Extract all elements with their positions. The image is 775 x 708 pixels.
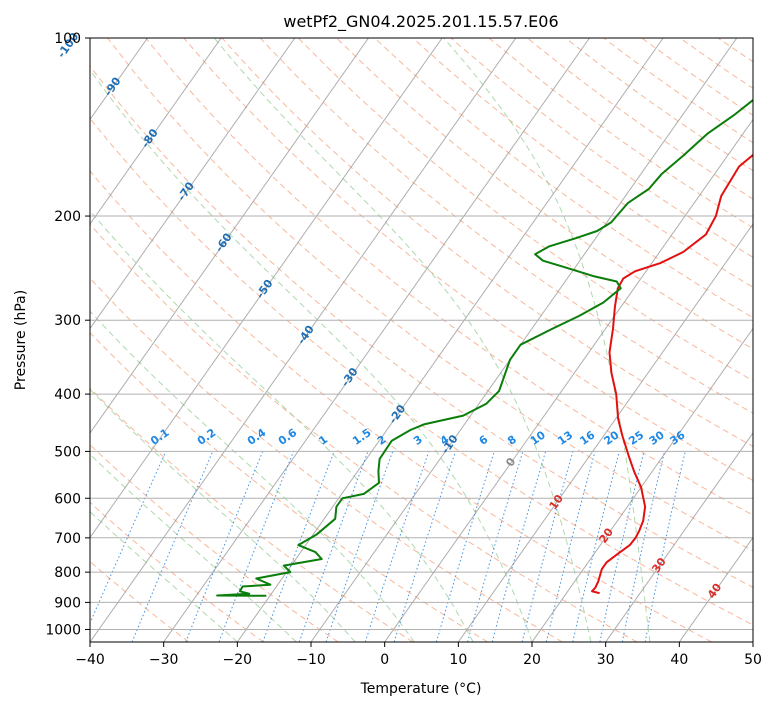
x-tick-label: 0 <box>380 652 389 668</box>
mixing-ratio-label: 25 <box>626 428 646 447</box>
isotherm-label: 10 <box>547 492 567 512</box>
isotherm-line <box>753 38 775 642</box>
isotherm-line <box>164 38 590 642</box>
isotherm-line <box>16 38 442 642</box>
mixing-ratio-line <box>132 451 213 642</box>
dry-adiabat-line <box>0 38 338 642</box>
x-axis-label: Temperature (°C) <box>360 681 482 697</box>
y-axis-label: Pressure (hPa) <box>13 290 29 390</box>
y-tick-label: 1000 <box>45 622 81 638</box>
y-tick-label: 200 <box>54 209 81 225</box>
mixing-ratio-label: 1.5 <box>350 426 373 448</box>
dry-adiabat-line <box>0 38 413 642</box>
mixing-ratio-line <box>573 451 620 642</box>
x-tick-label: 20 <box>523 652 541 668</box>
mixing-ratio-line <box>219 451 294 642</box>
chart-title: wetPf2_GN04.2025.201.15.57.E06 <box>283 12 558 32</box>
x-tick-label: 40 <box>670 652 688 668</box>
background-lines <box>0 38 775 642</box>
mixing-ratio-label: 20 <box>602 428 622 448</box>
mixing-ratio-label: 6 <box>477 433 491 448</box>
mixing-ratio-label: 0.1 <box>148 426 171 448</box>
mixing-ratio-line <box>326 451 393 642</box>
isotherm-label: -30 <box>339 365 361 389</box>
dry-adiabat-line <box>146 38 775 642</box>
y-tick-label: 500 <box>54 444 81 460</box>
y-tick-label: 900 <box>54 595 81 611</box>
mixing-ratio-line <box>546 451 595 642</box>
profile-lines <box>217 38 775 596</box>
mixing-ratio-label: 0.4 <box>245 426 269 448</box>
mixing-ratio-label: 1 <box>316 433 330 448</box>
mixing-ratio-label: 10 <box>528 428 548 448</box>
dry-adiabat-line <box>0 38 637 642</box>
isotherm-line <box>0 38 74 642</box>
y-tick-label: 300 <box>54 313 81 329</box>
isotherm-line <box>458 38 775 642</box>
dry-adiabat-line <box>756 38 775 642</box>
mixing-ratio-line <box>645 451 685 642</box>
dry-adiabat-line <box>642 38 775 642</box>
x-tick-label: −20 <box>223 652 253 668</box>
mixing-ratio-label: 2 <box>375 433 389 448</box>
mixing-ratio-line <box>186 451 263 642</box>
mixing-ratio-label: 16 <box>577 428 597 448</box>
x-tick-label: −30 <box>149 652 179 668</box>
x-tick-label: −10 <box>296 652 326 668</box>
dry-adiabat-line <box>451 38 775 642</box>
dry-adiabat-line <box>0 38 263 642</box>
mixing-ratio-label: 13 <box>555 428 575 447</box>
isotherm-line <box>385 38 775 642</box>
isotherm-line <box>311 38 737 642</box>
moist-adiabat-line <box>0 38 237 642</box>
isotherm-label: -90 <box>102 75 124 99</box>
mixing-ratio-label: 0.2 <box>195 426 218 448</box>
moist-adiabat-line <box>214 38 591 642</box>
y-tick-label: 600 <box>54 491 81 507</box>
mixing-ratio-line <box>436 451 494 642</box>
dry-adiabat-line <box>680 38 775 642</box>
moist-adiabat-line <box>0 38 473 642</box>
y-tick-label: 400 <box>54 387 81 403</box>
dry-adiabat-line <box>0 38 712 642</box>
isotherm-line <box>679 38 775 642</box>
isotherm-label: -20 <box>386 402 408 426</box>
dry-adiabat-line <box>337 38 775 642</box>
dry-adiabat-line <box>0 38 488 642</box>
dewpoint-profile-line <box>217 38 775 596</box>
temperature-profile-line <box>592 38 775 593</box>
isotherm-label: 40 <box>705 581 725 601</box>
isotherm-line <box>0 38 295 642</box>
dry-adiabat-line <box>184 38 775 642</box>
x-tick-label: −40 <box>75 652 105 668</box>
mixing-ratio-line <box>82 451 166 642</box>
x-tick-label: 50 <box>744 652 762 668</box>
mixing-ratio-line <box>365 451 429 642</box>
mixing-ratio-label: 30 <box>647 428 667 448</box>
isotherm-line <box>0 38 221 642</box>
x-tick-label: 30 <box>597 652 615 668</box>
y-tick-label: 800 <box>54 565 81 581</box>
mixing-ratio-line <box>299 451 368 642</box>
x-tick-label: 10 <box>449 652 467 668</box>
plot-frame <box>90 38 753 642</box>
dry-adiabat-line <box>604 38 775 642</box>
mixing-ratio-line <box>492 451 545 642</box>
isotherm-label: 0 <box>503 455 518 469</box>
mixing-ratio-label: 8 <box>505 433 519 448</box>
mixing-ratio-label: 3 <box>411 433 425 448</box>
isotherm-label: -80 <box>139 126 161 150</box>
y-tick-label: 700 <box>54 531 81 547</box>
dry-adiabat-line <box>298 38 775 642</box>
dry-adiabat-line <box>108 38 775 642</box>
y-tick-label: 100 <box>54 31 81 47</box>
mixing-ratio-line <box>522 451 573 642</box>
isotherm-label: -50 <box>254 277 276 301</box>
mixing-ratio-line <box>263 451 334 642</box>
moist-adiabat-line <box>0 38 414 642</box>
isotherm-label: -60 <box>213 230 235 254</box>
mixing-ratio-label: 0.6 <box>276 426 300 448</box>
isotherm-label: -70 <box>175 179 197 203</box>
